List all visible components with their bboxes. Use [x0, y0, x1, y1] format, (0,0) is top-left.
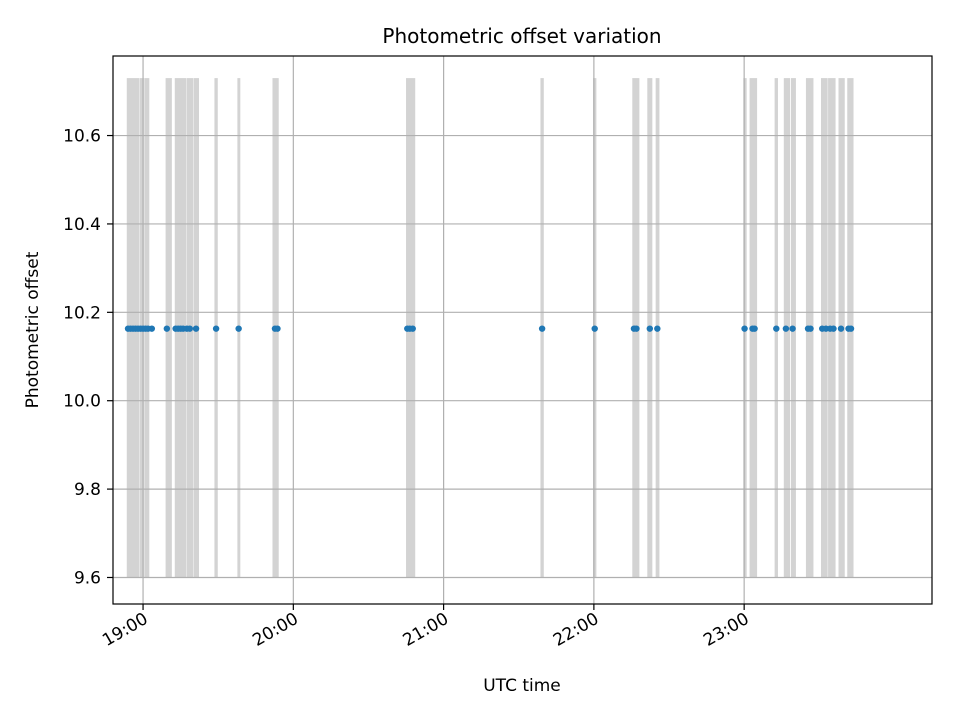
- chart-title: Photometric offset variation: [382, 24, 661, 48]
- data-point: [163, 325, 171, 332]
- data-point: [186, 325, 194, 332]
- y-tick-label: 9.6: [74, 568, 101, 588]
- data-point: [654, 325, 661, 332]
- y-tick-label: 10.0: [63, 392, 101, 412]
- data-point: [837, 325, 845, 332]
- data-point: [212, 325, 220, 332]
- data-point: [789, 325, 796, 332]
- data-point: [773, 325, 780, 332]
- y-tick-label: 9.8: [74, 480, 101, 500]
- data-point: [591, 325, 598, 332]
- data-point: [646, 325, 654, 332]
- data-point: [235, 325, 242, 332]
- data-point: [830, 325, 837, 332]
- y-axis-ticks: 9.6 9.8 10.0 10.2 10.4 10.6: [63, 127, 113, 588]
- data-points: [124, 325, 855, 332]
- data-point: [192, 325, 200, 332]
- y-tick-label: 10.2: [63, 303, 101, 323]
- data-point: [847, 325, 855, 332]
- data-point: [782, 325, 790, 332]
- data-point: [751, 325, 758, 332]
- y-tick-label: 10.4: [63, 215, 101, 235]
- y-tick-label: 10.6: [63, 127, 101, 147]
- data-point: [538, 325, 546, 332]
- data-point: [633, 325, 640, 332]
- data-point: [148, 325, 156, 332]
- y-axis-title: Photometric offset: [23, 251, 43, 408]
- data-point: [807, 325, 814, 332]
- plot-frame: [112, 55, 933, 605]
- data-point: [274, 325, 281, 332]
- data-point: [741, 325, 748, 332]
- x-axis-title: UTC time: [483, 676, 561, 696]
- data-point: [409, 325, 416, 332]
